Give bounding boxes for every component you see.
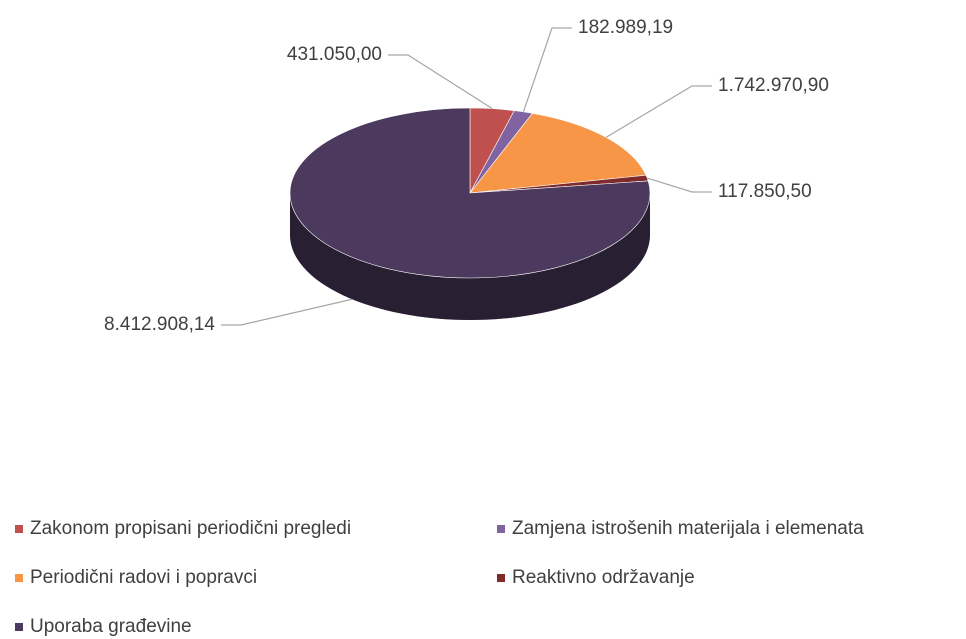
legend-label: Zakonom propisani periodični pregledi	[30, 518, 351, 539]
legend-marker	[497, 525, 505, 533]
legend-marker	[15, 525, 23, 533]
data-label: 117.850,50	[718, 181, 812, 202]
leader-line	[388, 54, 493, 110]
legend-marker	[15, 623, 23, 631]
legend-label: Reaktivno održavanje	[512, 567, 695, 588]
data-label: 182.989,19	[578, 17, 673, 38]
legend-marker	[15, 574, 23, 582]
pie-slice	[289, 107, 651, 279]
leader-line	[647, 177, 712, 193]
legend-label: Periodični radovi i popravci	[30, 567, 257, 588]
leader-line	[522, 27, 572, 113]
leader-line	[221, 298, 353, 326]
leader-line	[605, 85, 712, 138]
legend-marker	[497, 574, 505, 582]
pie-side	[290, 193, 650, 320]
data-label: 8.412.908,14	[104, 314, 215, 335]
data-label: 1.742.970,90	[718, 75, 829, 96]
legend-label: Zamjena istrošenih materijala i elemenat…	[512, 518, 864, 539]
data-label: 431.050,00	[287, 44, 382, 65]
legend-label: Uporaba građevine	[30, 616, 192, 637]
pie-slice	[469, 112, 647, 194]
pie-side-shade	[290, 193, 650, 320]
